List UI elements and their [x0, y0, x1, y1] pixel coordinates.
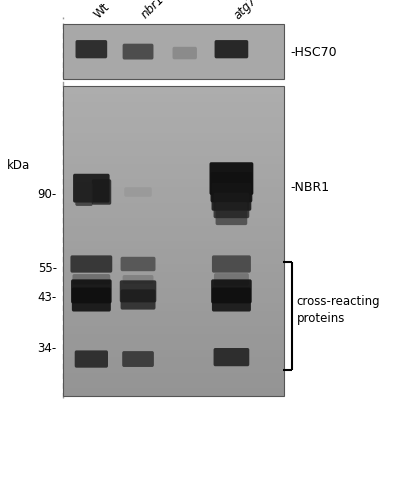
FancyBboxPatch shape [63, 86, 283, 94]
FancyBboxPatch shape [122, 44, 153, 60]
Text: Wt: Wt [91, 1, 112, 22]
FancyBboxPatch shape [63, 94, 283, 102]
Text: cross-reacting
proteins: cross-reacting proteins [296, 295, 379, 324]
FancyBboxPatch shape [63, 194, 283, 203]
FancyBboxPatch shape [63, 287, 283, 295]
FancyBboxPatch shape [63, 202, 283, 210]
FancyBboxPatch shape [63, 357, 283, 365]
Text: -HSC70: -HSC70 [290, 46, 336, 60]
FancyBboxPatch shape [63, 163, 283, 171]
FancyBboxPatch shape [63, 318, 283, 326]
FancyBboxPatch shape [63, 217, 283, 226]
FancyBboxPatch shape [70, 255, 112, 273]
FancyBboxPatch shape [63, 140, 283, 148]
FancyBboxPatch shape [210, 172, 252, 203]
FancyBboxPatch shape [120, 257, 155, 271]
FancyBboxPatch shape [63, 279, 283, 288]
FancyBboxPatch shape [122, 351, 153, 367]
FancyBboxPatch shape [63, 225, 283, 233]
FancyBboxPatch shape [63, 365, 283, 373]
FancyBboxPatch shape [211, 288, 250, 312]
FancyBboxPatch shape [63, 117, 283, 125]
FancyBboxPatch shape [119, 280, 156, 302]
FancyBboxPatch shape [122, 275, 153, 284]
Text: -NBR1: -NBR1 [290, 180, 328, 194]
FancyBboxPatch shape [71, 279, 111, 303]
FancyBboxPatch shape [63, 148, 283, 156]
FancyBboxPatch shape [213, 192, 249, 218]
FancyBboxPatch shape [63, 132, 283, 141]
FancyBboxPatch shape [215, 202, 247, 225]
FancyBboxPatch shape [63, 380, 283, 388]
FancyBboxPatch shape [63, 264, 283, 272]
Text: 90-: 90- [38, 188, 57, 201]
FancyBboxPatch shape [211, 255, 250, 273]
FancyBboxPatch shape [63, 372, 283, 381]
Text: atg7-4: atg7-4 [231, 0, 267, 22]
FancyBboxPatch shape [63, 311, 283, 319]
FancyBboxPatch shape [63, 256, 283, 264]
FancyBboxPatch shape [213, 348, 249, 366]
Text: 55-: 55- [38, 262, 57, 276]
FancyBboxPatch shape [72, 288, 111, 312]
FancyBboxPatch shape [63, 341, 283, 349]
FancyBboxPatch shape [209, 162, 253, 195]
FancyBboxPatch shape [63, 303, 283, 311]
FancyBboxPatch shape [63, 295, 283, 303]
FancyBboxPatch shape [120, 289, 155, 310]
FancyBboxPatch shape [214, 40, 247, 59]
FancyBboxPatch shape [63, 210, 283, 218]
FancyBboxPatch shape [63, 109, 283, 117]
FancyBboxPatch shape [73, 174, 109, 203]
FancyBboxPatch shape [63, 24, 283, 79]
FancyBboxPatch shape [75, 183, 92, 206]
FancyBboxPatch shape [63, 326, 283, 334]
FancyBboxPatch shape [75, 40, 107, 59]
FancyBboxPatch shape [213, 273, 248, 286]
FancyBboxPatch shape [63, 187, 283, 195]
FancyBboxPatch shape [63, 156, 283, 164]
FancyBboxPatch shape [63, 179, 283, 187]
FancyBboxPatch shape [72, 274, 110, 285]
FancyBboxPatch shape [63, 349, 283, 357]
FancyBboxPatch shape [63, 171, 283, 179]
FancyBboxPatch shape [75, 350, 108, 368]
FancyBboxPatch shape [63, 125, 283, 133]
FancyBboxPatch shape [63, 388, 283, 396]
FancyBboxPatch shape [172, 47, 196, 60]
Text: kDa: kDa [7, 159, 30, 172]
FancyBboxPatch shape [124, 187, 151, 197]
FancyBboxPatch shape [63, 241, 283, 249]
Text: 43-: 43- [38, 291, 57, 304]
FancyBboxPatch shape [63, 233, 283, 241]
FancyBboxPatch shape [211, 183, 251, 211]
FancyBboxPatch shape [63, 101, 283, 109]
FancyBboxPatch shape [63, 249, 283, 257]
FancyBboxPatch shape [63, 272, 283, 280]
Text: nbr1-2: nbr1-2 [138, 0, 175, 22]
FancyBboxPatch shape [63, 334, 283, 342]
FancyBboxPatch shape [92, 179, 111, 204]
FancyBboxPatch shape [211, 279, 251, 303]
Text: 34-: 34- [38, 341, 57, 355]
